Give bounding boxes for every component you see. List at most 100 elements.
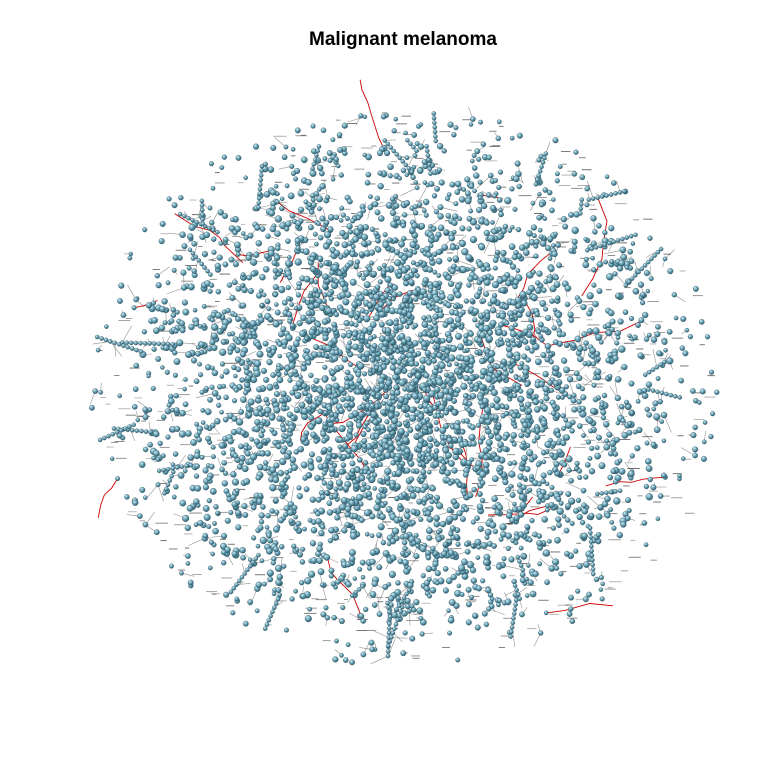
node-label-mark — [623, 485, 630, 487]
network-edge — [264, 426, 284, 430]
network-node — [291, 464, 298, 471]
network-node — [501, 556, 507, 562]
network-node — [534, 434, 541, 441]
network-node — [273, 381, 279, 387]
network-node — [216, 402, 222, 408]
network-node — [218, 442, 226, 449]
network-node — [466, 561, 475, 569]
network-node — [476, 491, 483, 497]
node-label-mark — [488, 515, 495, 517]
network-node — [284, 226, 290, 232]
network-node — [397, 503, 403, 508]
network-node — [132, 386, 139, 393]
network-node — [410, 267, 417, 274]
node-label-mark — [299, 188, 309, 190]
network-node — [321, 447, 328, 454]
network-node — [235, 285, 242, 292]
network-node — [411, 540, 417, 546]
network-node — [193, 473, 200, 479]
node-label-mark — [226, 457, 232, 459]
network-node — [442, 541, 448, 547]
network-node — [253, 369, 261, 378]
network-node — [549, 298, 555, 304]
network-node — [234, 356, 242, 363]
network-node — [643, 483, 650, 490]
network-node — [367, 302, 373, 309]
network-node — [478, 276, 485, 283]
node-label-mark — [564, 374, 576, 376]
network-node — [563, 342, 570, 349]
network-node — [416, 607, 424, 615]
network-node — [508, 556, 515, 563]
network-node — [594, 452, 601, 460]
network-node — [180, 269, 187, 276]
network-node — [434, 186, 440, 192]
network-node — [429, 339, 435, 345]
network-node — [652, 400, 659, 407]
network-edge — [419, 184, 429, 201]
node-label-mark — [334, 237, 342, 239]
network-node — [468, 433, 476, 442]
network-node — [313, 377, 320, 384]
node-label-mark — [549, 449, 562, 451]
network-node — [240, 554, 247, 561]
node-label-mark — [614, 242, 627, 244]
network-node — [456, 583, 462, 589]
network-node — [269, 508, 275, 514]
network-node — [340, 462, 347, 469]
network-node — [345, 474, 351, 481]
network-node — [555, 311, 562, 319]
network-node — [323, 410, 328, 415]
network-node — [511, 254, 518, 261]
node-label-mark — [548, 413, 554, 415]
network-node — [437, 213, 444, 220]
node-label-mark — [475, 522, 486, 524]
network-node — [397, 427, 405, 435]
network-node — [259, 273, 266, 281]
network-node — [515, 226, 522, 233]
network-node — [488, 275, 495, 281]
network-node — [327, 341, 333, 347]
network-node — [486, 154, 492, 161]
network-node — [222, 470, 229, 476]
network-node — [193, 378, 200, 385]
network-node — [540, 478, 546, 484]
network-node — [591, 267, 597, 273]
network-node — [446, 608, 451, 613]
network-node — [401, 491, 408, 498]
network-node — [377, 477, 384, 484]
network-node — [420, 299, 427, 306]
network-node — [497, 447, 503, 453]
node-label-mark — [449, 302, 454, 304]
node-label-mark — [587, 324, 600, 326]
network-node — [277, 341, 283, 347]
network-node — [494, 434, 503, 442]
network-node — [525, 401, 532, 408]
network-node — [315, 511, 321, 517]
network-node — [489, 319, 497, 327]
network-node — [384, 287, 391, 294]
network-node — [182, 514, 190, 522]
network-node — [307, 570, 316, 578]
network-node — [502, 435, 508, 441]
network-node — [197, 519, 204, 527]
network-node — [340, 212, 346, 218]
network-node — [377, 170, 383, 176]
network-node — [386, 237, 393, 244]
node-label-mark — [661, 495, 670, 497]
network-node — [508, 325, 515, 332]
node-label-mark — [189, 199, 197, 201]
network-node — [461, 187, 467, 192]
network-node — [483, 291, 490, 297]
network-node — [310, 431, 317, 439]
network-node — [389, 406, 396, 413]
network-node — [382, 583, 389, 590]
network-node — [170, 407, 175, 413]
node-label-mark — [321, 179, 327, 181]
node-label-mark — [295, 424, 303, 426]
network-node — [522, 338, 529, 345]
network-node — [460, 382, 468, 390]
network-node — [353, 417, 359, 422]
node-label-mark — [156, 483, 169, 484]
network-node — [464, 548, 471, 555]
